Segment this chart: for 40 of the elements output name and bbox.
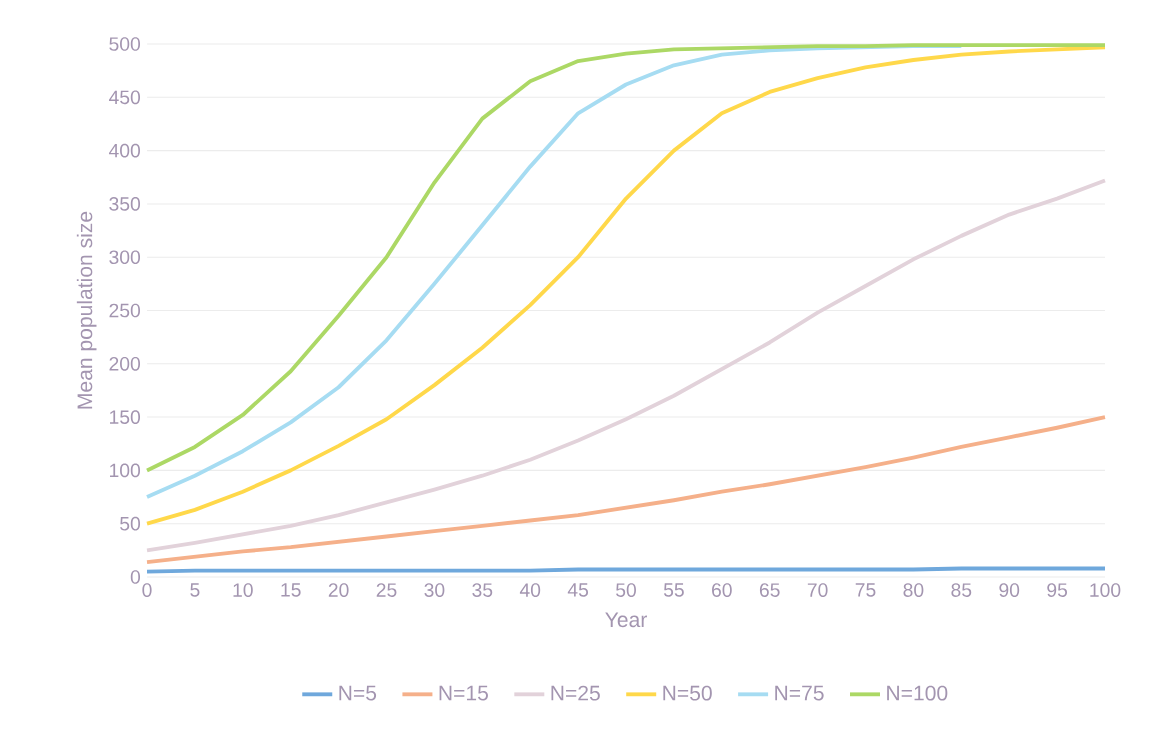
legend-label: N=15 [439, 685, 488, 701]
y-tick-label: 200 [109, 356, 141, 371]
x-tick-label: 70 [807, 583, 828, 597]
x-tick-label: 60 [712, 583, 732, 597]
y-tick-label: 400 [108, 143, 141, 158]
x-tick-label: 25 [376, 583, 397, 597]
x-tick-label: 30 [424, 583, 445, 597]
x-tick-label: 40 [519, 583, 541, 597]
legend-label: N=100 [887, 685, 948, 701]
y-tick-label: 500 [109, 37, 141, 51]
x-tick-label: 75 [855, 583, 876, 597]
x-tick-label: 15 [281, 583, 301, 597]
y-tick-label: 150 [110, 410, 141, 424]
y-tick-label: 350 [109, 197, 141, 211]
x-tick-label: 90 [999, 583, 1020, 597]
y-tick-label: 250 [109, 303, 141, 318]
legend-label: N=5 [339, 685, 377, 701]
y-tick-label: 50 [120, 516, 141, 531]
x-tick-label: 95 [1047, 583, 1068, 597]
x-tick-label: 10 [233, 583, 253, 597]
x-tick-label: 85 [951, 583, 972, 597]
legend-label: N=75 [775, 685, 824, 701]
x-tick-label: 55 [663, 583, 684, 597]
x-tick-label: 0 [142, 583, 152, 597]
legend-label: N=50 [663, 685, 712, 701]
x-tick-label: 5 [190, 583, 200, 597]
x-tick-label: 35 [472, 583, 493, 597]
legend-label: N=25 [551, 685, 600, 701]
x-tick-label: 45 [567, 583, 589, 597]
x-axis-title: Year [605, 612, 647, 628]
x-tick-label: 50 [616, 583, 636, 597]
y-axis-title: Mean population size [76, 211, 97, 409]
x-tick-label: 80 [903, 583, 924, 597]
x-tick-label: 100 [1090, 583, 1121, 597]
y-tick-label: 300 [109, 250, 141, 265]
x-tick-label: 20 [328, 583, 349, 597]
y-tick-label: 0 [130, 570, 141, 584]
y-tick-label: 100 [110, 463, 141, 478]
x-tick-label: 65 [759, 583, 780, 597]
y-tick-label: 450 [108, 90, 141, 105]
